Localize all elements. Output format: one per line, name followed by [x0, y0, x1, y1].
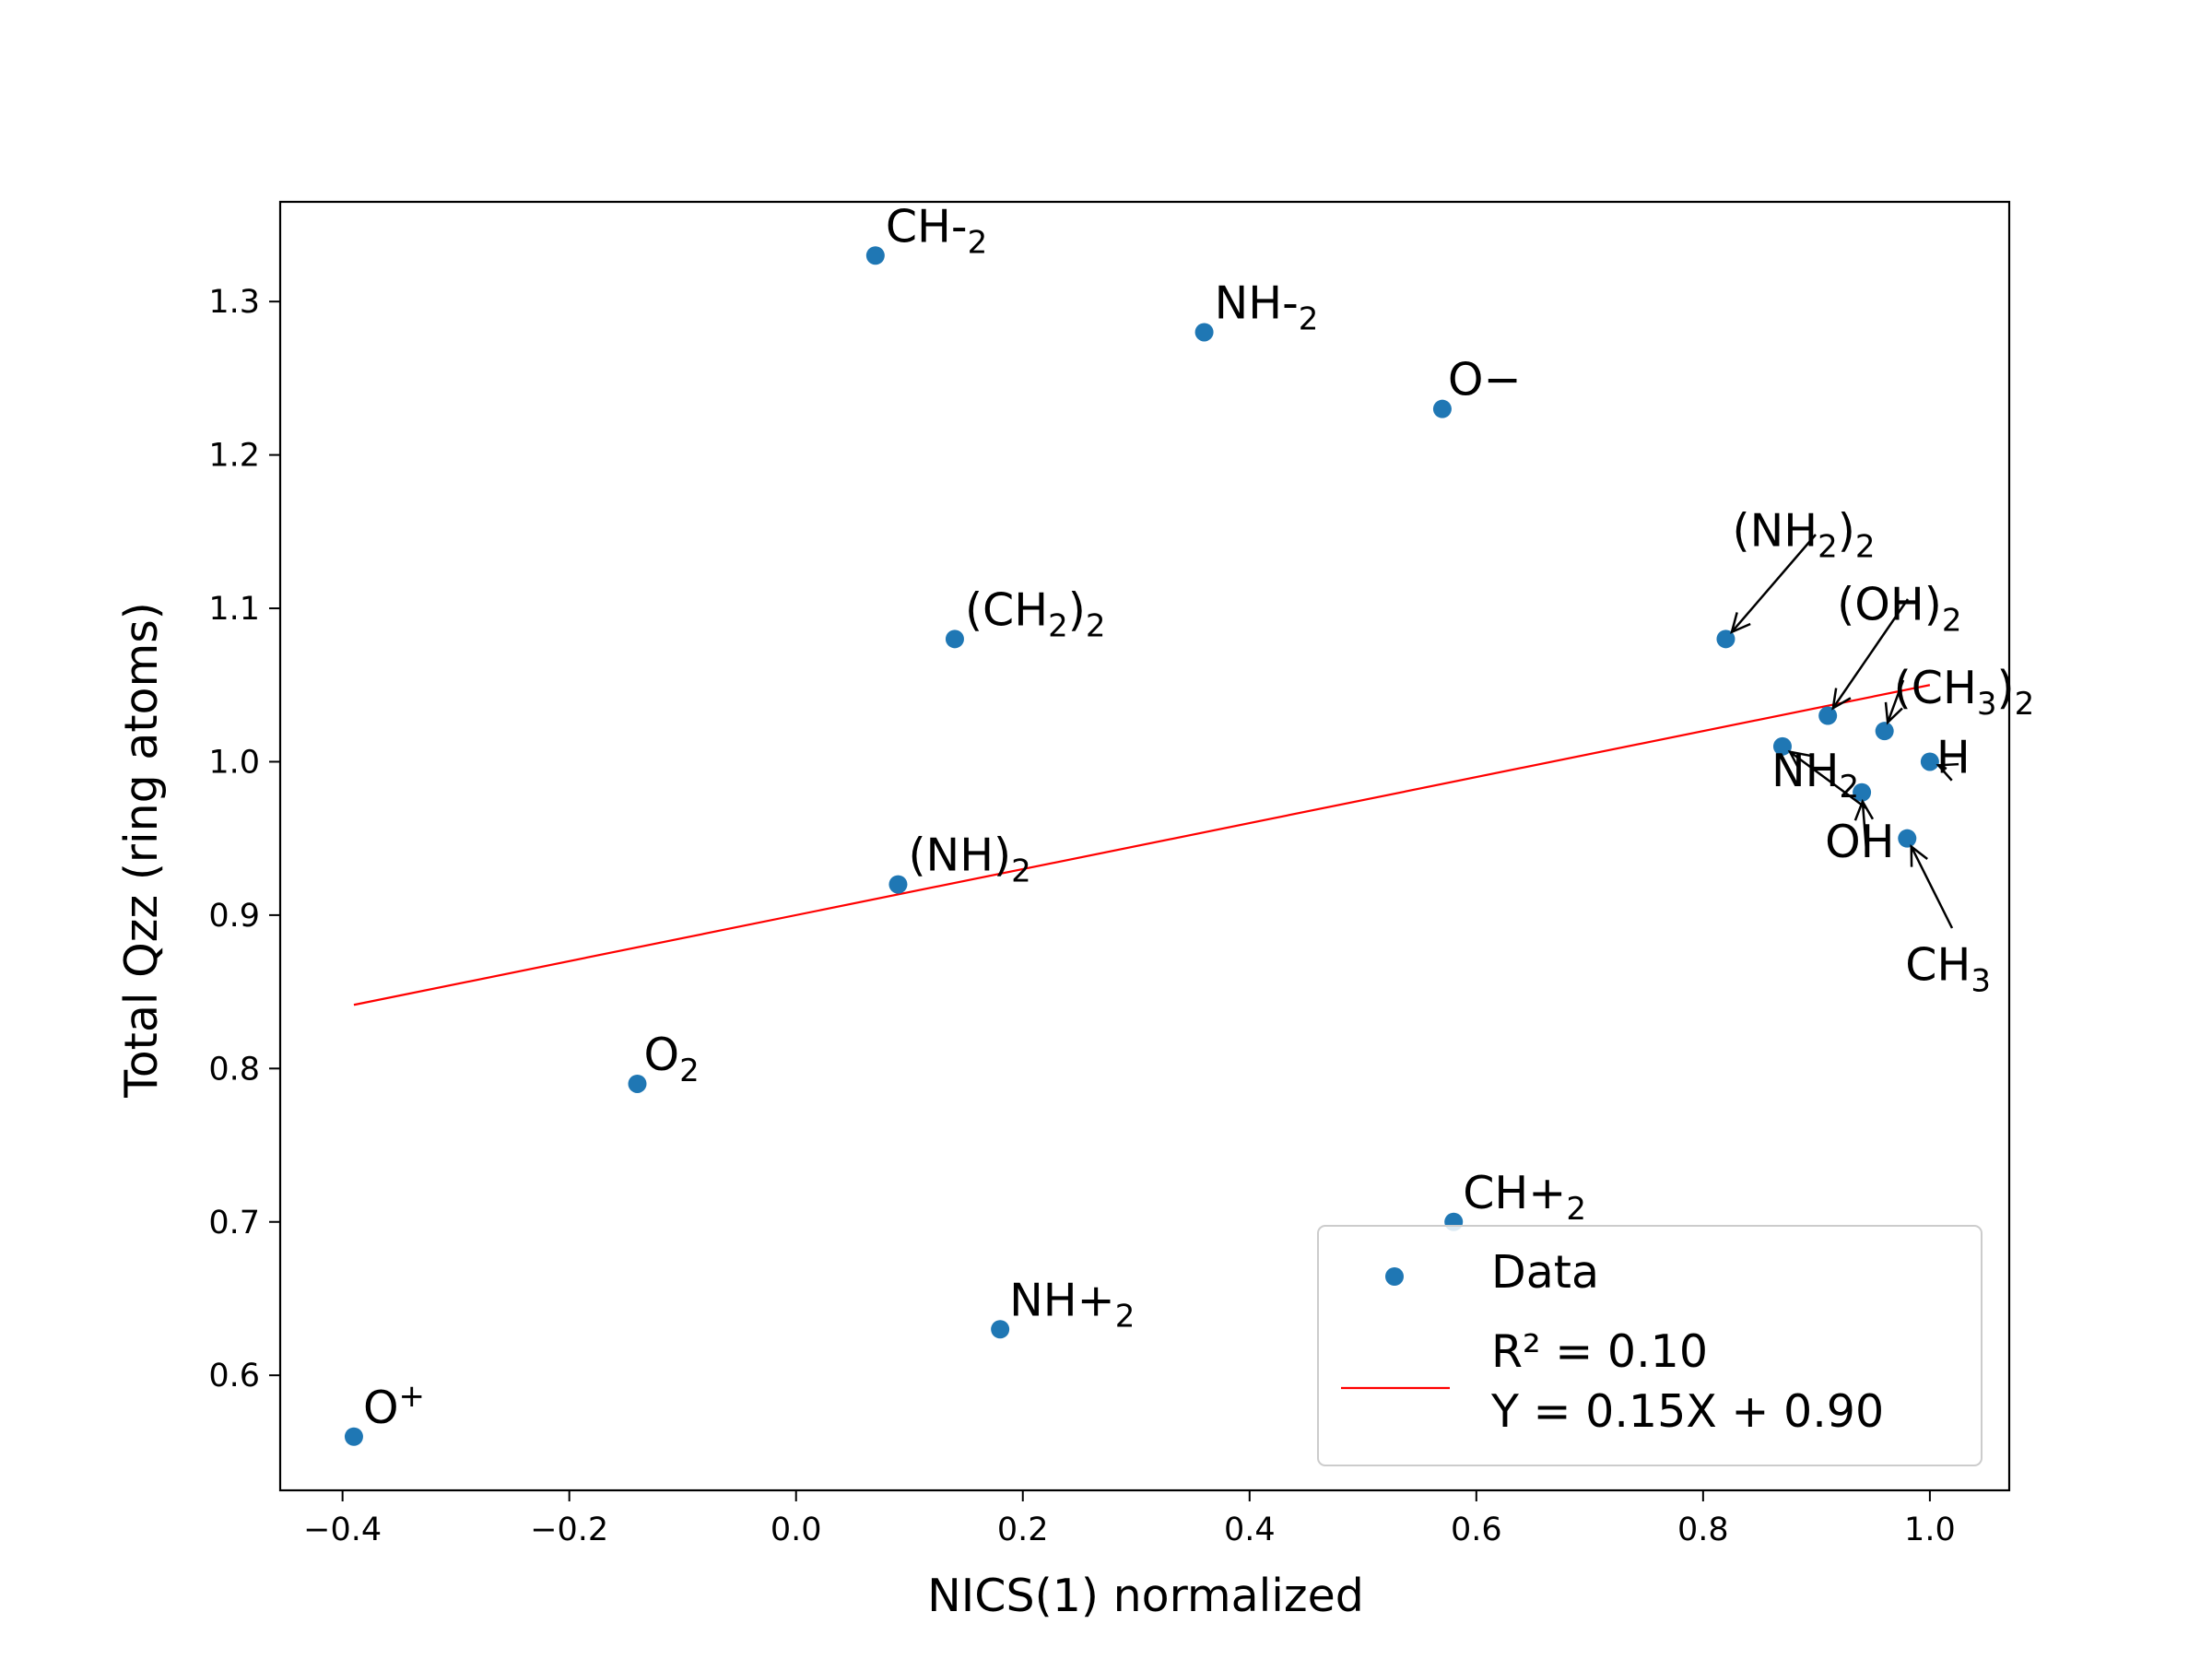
annotation-arrow [1861, 801, 1868, 851]
point-labels-layer: CH-2 NH-2 O− (CH2)2 (NH2)2 (OH)2 (CH3)2 NH2 H OH C… [363, 200, 2034, 1434]
x-tick-label: −0.4 [303, 1512, 382, 1548]
y-tick-label: 1.2 [208, 438, 260, 475]
annotation-arrow [1886, 679, 1905, 724]
point-label: (CH2)2 [965, 583, 1106, 644]
point-label: OH [1825, 816, 1894, 868]
legend-marker-data [1385, 1267, 1404, 1286]
point-label: NH+2 [1009, 1274, 1135, 1335]
point-label: CH+2 [1463, 1167, 1586, 1228]
data-point [945, 629, 964, 649]
regression-line [353, 684, 1931, 1006]
legend-label-r2: R² = 0.10 [1491, 1325, 1708, 1378]
point-label: O− [1448, 354, 1522, 406]
axes-layer: −0.4 −0.2 0.0 0.2 0.4 0.6 0.8 1.0 0.6 0.7 0.8 0.9 1.… [208, 200, 2011, 1548]
arrow-head [1831, 688, 1852, 711]
data-point [344, 1427, 363, 1446]
arrow-head [1787, 750, 1810, 771]
x-tick-label: 0.8 [1677, 1512, 1729, 1548]
x-tick-label: 0.6 [1451, 1512, 1502, 1548]
y-tick-label: 0.9 [208, 898, 260, 935]
legend-box [1317, 1225, 1983, 1466]
annotation-arrow [1910, 846, 1954, 929]
data-point [1194, 323, 1214, 342]
point-label: (NH2)2 [1732, 504, 1875, 565]
data-point [1772, 736, 1792, 756]
arrow-head [1853, 798, 1875, 821]
point-label: O2 [644, 1029, 700, 1089]
point-label: H [1936, 731, 1971, 783]
data-point [888, 875, 908, 894]
y-tick-label: 1.3 [208, 284, 260, 321]
point-label: CH-2 [886, 200, 987, 261]
arrow-head [1730, 612, 1751, 634]
point-label: (NH)2 [908, 830, 1030, 890]
x-tick-label: 0.0 [771, 1512, 822, 1548]
legend: Data R² = 0.10 Y = 0.15X + 0.90 [1317, 1225, 1983, 1466]
data-point [628, 1074, 647, 1093]
y-tick-label: 0.6 [208, 1358, 260, 1394]
annotation-arrow [1831, 598, 1910, 709]
arrow-head [1910, 844, 1928, 867]
data-point [1853, 782, 1872, 802]
data-point [1920, 752, 1939, 771]
arrow-head [1884, 701, 1903, 725]
y-tick-label: 1.1 [208, 591, 260, 628]
data-point [1875, 722, 1894, 741]
data-point [1716, 629, 1735, 649]
annotation-arrow [1789, 750, 1867, 810]
y-tick-label: 0.7 [208, 1205, 260, 1241]
point-label: (OH)2 [1837, 579, 1961, 640]
plot-frame [278, 200, 2011, 1492]
legend-label-equation: Y = 0.15X + 0.90 [1490, 1385, 1884, 1438]
point-label: (CH3)2 [1894, 662, 2035, 723]
arrow-head [1936, 762, 1959, 782]
y-axis-label: Total Qzz (ring atoms) [115, 602, 168, 1099]
data-point [991, 1320, 1010, 1339]
point-label: NH2 [1771, 745, 1859, 806]
legend-label-data: Data [1491, 1246, 1599, 1299]
x-tick-label: 0.4 [1224, 1512, 1276, 1548]
point-label: CH3 [1905, 939, 1991, 1000]
fit-line-layer [353, 684, 1931, 1006]
y-tick-label: 0.8 [208, 1051, 260, 1088]
data-point [1898, 829, 1917, 848]
data-point [1432, 399, 1452, 418]
x-tick-label: 1.0 [1904, 1512, 1956, 1548]
data-point [865, 246, 885, 265]
x-tick-label: 0.2 [997, 1512, 1049, 1548]
point-label: O+ [363, 1378, 425, 1434]
annotation-arrows-layer [1730, 534, 1959, 929]
x-tick-label: −0.2 [530, 1512, 608, 1548]
x-axis-label: NICS(1) normalized [927, 1570, 1364, 1622]
y-tick-label: 1.0 [208, 744, 260, 781]
point-label: NH-2 [1215, 276, 1319, 337]
annotation-arrow [1731, 534, 1817, 633]
data-point [1818, 706, 1838, 725]
